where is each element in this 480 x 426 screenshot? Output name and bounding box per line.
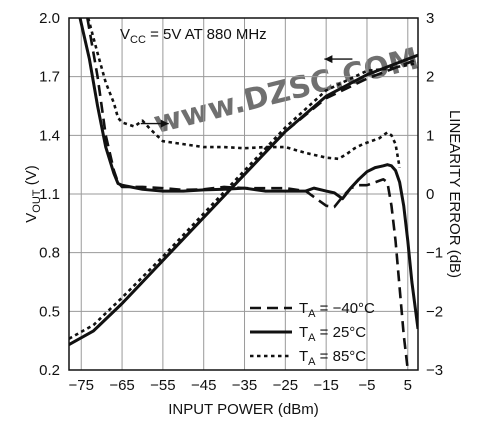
annotations: VCC = 5V AT 880 MHz — [120, 26, 353, 128]
y-left-tick-label-0: 0.2 — [39, 362, 60, 379]
legend: TA = −40°CTA = 25°CTA = 85°C — [250, 300, 375, 368]
legend-label-0: TA = −40°C — [299, 300, 375, 320]
x-tick-label-8: 5 — [404, 377, 412, 394]
series-group — [69, 17, 418, 371]
y-right-tick-label-4: 1 — [426, 127, 434, 144]
legend-label-0-suffix: = −40°C — [316, 300, 376, 317]
y-right-axis-title: LINEARITY ERROR (dB) — [446, 110, 463, 278]
y-right-tick-label-5: 2 — [426, 69, 434, 86]
legend-label-2-suffix: = 85°C — [316, 348, 367, 365]
y-left-axis-title-sub: OUT — [31, 189, 43, 213]
x-tick-label-5: −25 — [273, 377, 298, 394]
y-left-tick-label-6: 2.0 — [39, 10, 60, 27]
y-right-tick-label-3: 0 — [426, 186, 434, 203]
vcc-annotation-prefix: V — [120, 26, 130, 43]
x-tick-label-1: −65 — [109, 377, 134, 394]
y-left-tick-label-2: 0.8 — [39, 245, 60, 262]
y-left-axis-title-prefix: V — [23, 213, 40, 223]
legend-label-1-sub: A — [308, 332, 316, 344]
series-layer — [69, 17, 418, 371]
legend-label-0-sub: A — [308, 308, 316, 320]
y-left-tick-label-3: 1.1 — [39, 186, 60, 203]
legend-label-1-prefix: T — [299, 324, 308, 341]
plot-frame — [68, 17, 419, 371]
vcc-annotation: VCC = 5V AT 880 MHz — [120, 26, 267, 46]
legend-label-1: TA = 25°C — [299, 324, 366, 344]
legend-label-1-suffix: = 25°C — [316, 324, 367, 341]
y-left-tick-label-4: 1.4 — [39, 127, 60, 144]
legend-label-2: TA = 85°C — [299, 348, 366, 368]
legend-label-2-sub: A — [308, 356, 316, 368]
watermark-text: www.DZSC.COM — [150, 41, 422, 141]
tick-labels: −75 −65 −55 −45 −35 −25 −15 −5 50.20.50.81.11.41… — [23, 10, 463, 418]
y-right-tick-label-2: −1 — [426, 245, 443, 262]
series-vout-1 — [69, 53, 418, 346]
arrow-head-0 — [160, 119, 169, 128]
series-error-2 — [86, 17, 401, 168]
y-left-tick-label-1: 0.5 — [39, 303, 60, 320]
x-tick-label-6: −15 — [313, 377, 338, 394]
y-left-axis-title: VOUT (V) — [23, 165, 43, 222]
arrow-head-1 — [324, 55, 333, 64]
y-right-tick-label-0: −3 — [426, 362, 443, 379]
frame-rect — [68, 17, 419, 371]
vcc-annotation-sub: CC — [130, 34, 146, 46]
grid — [69, 17, 418, 371]
x-tick-label-7: −5 — [358, 377, 375, 394]
y-right-tick-label-6: 3 — [426, 10, 434, 27]
x-tick-label-0: −75 — [69, 377, 94, 394]
series-vout-2 — [69, 61, 418, 340]
legend-label-2-prefix: T — [299, 348, 308, 365]
x-tick-label-3: −45 — [191, 377, 216, 394]
series-error-1 — [78, 17, 418, 330]
y-left-tick-label-5: 1.7 — [39, 69, 60, 86]
x-tick-label-4: −35 — [232, 377, 257, 394]
y-left-axis-title-suffix: (V) — [23, 165, 40, 189]
x-axis-title: INPUT POWER (dBm) — [168, 401, 319, 418]
x-tick-label-2: −55 — [150, 377, 175, 394]
vcc-annotation-suffix: = 5V AT 880 MHz — [146, 26, 267, 43]
legend-label-0-prefix: T — [299, 300, 308, 317]
watermark: www.DZSC.COM — [150, 41, 422, 141]
y-right-tick-label-1: −2 — [426, 303, 443, 320]
